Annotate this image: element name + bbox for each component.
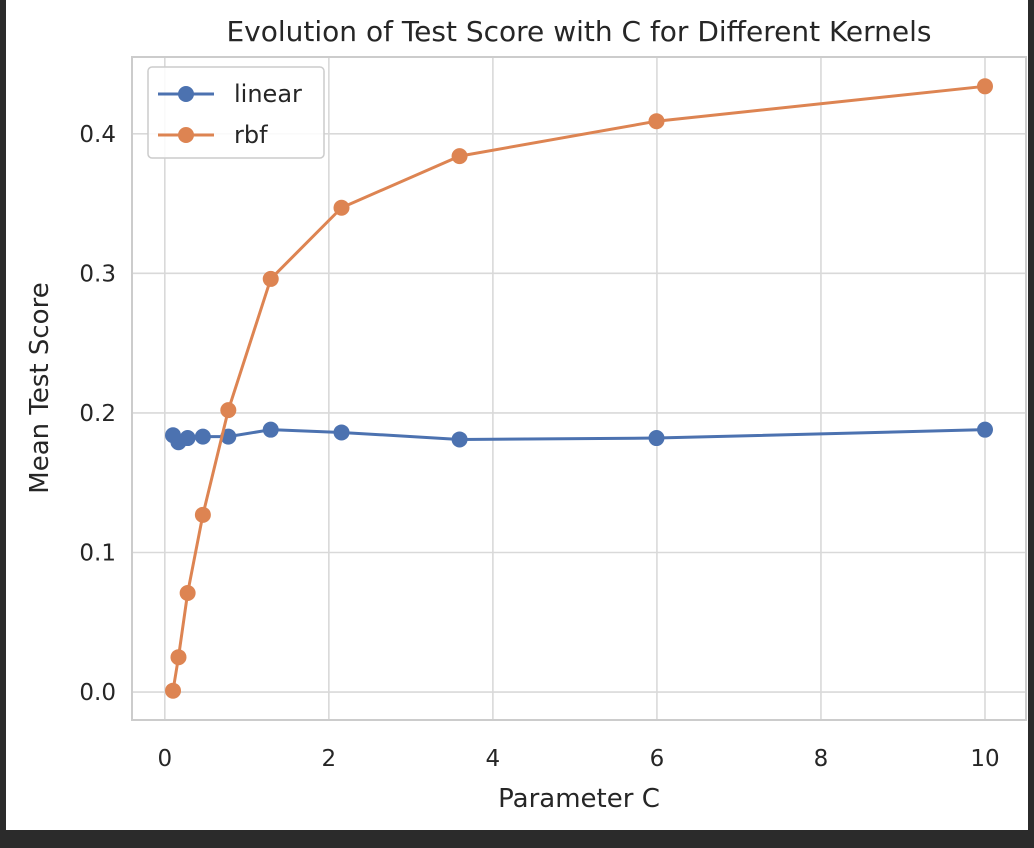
data-point-rbf <box>451 148 468 165</box>
data-point-linear <box>648 430 665 447</box>
data-point-linear <box>451 431 468 448</box>
y-tick-label: 0.3 <box>79 261 116 287</box>
data-point-linear <box>976 421 993 438</box>
y-axis-label: Mean Test Score <box>25 282 55 493</box>
data-point-rbf <box>333 199 350 216</box>
x-axis-label: Parameter C <box>498 784 660 814</box>
data-point-rbf <box>194 506 211 523</box>
data-point-rbf <box>220 402 237 419</box>
chart-figure: Evolution of Test Score with C for Diffe… <box>6 0 1028 830</box>
x-tick-label: 6 <box>650 746 665 772</box>
series-line-linear <box>171 428 986 444</box>
series <box>165 78 993 699</box>
plot-area-frame <box>131 56 1027 721</box>
data-point-rbf <box>179 584 196 601</box>
series-linear <box>165 421 993 451</box>
legend-marker <box>178 127 194 143</box>
legend-marker <box>178 86 194 102</box>
data-point-linear <box>194 428 211 445</box>
x-tick-label: 2 <box>322 746 337 772</box>
legend: linear rbf <box>147 66 325 159</box>
legend-item-rbf: rbf <box>158 121 268 149</box>
data-point-linear <box>333 424 350 441</box>
legend-label: linear <box>234 80 302 108</box>
data-point-rbf <box>165 682 182 699</box>
x-tick-label: 8 <box>814 746 829 772</box>
data-point-linear <box>179 430 196 447</box>
y-tick-label: 0.2 <box>79 401 116 427</box>
x-tick-label: 0 <box>157 746 172 772</box>
data-point-linear <box>262 421 279 438</box>
y-tick-label: 0.1 <box>79 541 116 567</box>
y-tick-label: 0.0 <box>79 680 116 706</box>
series-rbf <box>165 78 993 699</box>
series-line-rbf <box>171 84 986 691</box>
legend-label: rbf <box>234 121 268 149</box>
data-point-rbf <box>262 270 279 287</box>
y-tick-label: 0.4 <box>79 122 116 148</box>
data-point-rbf <box>976 78 993 95</box>
ticks: 0 2 4 6 8 10 0.0 0.1 0.2 0.3 0.4 <box>79 122 999 772</box>
chart-title: Evolution of Test Score with C for Diffe… <box>226 15 931 48</box>
chart-svg: Evolution of Test Score with C for Diffe… <box>25 15 1027 814</box>
data-point-rbf <box>648 113 665 130</box>
x-tick-label: 4 <box>486 746 501 772</box>
x-tick-label: 10 <box>970 746 999 772</box>
data-point-rbf <box>170 649 187 666</box>
legend-item-linear: linear <box>158 80 302 108</box>
